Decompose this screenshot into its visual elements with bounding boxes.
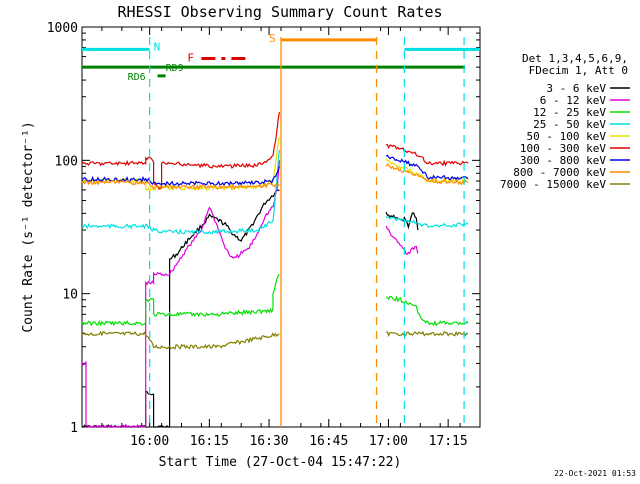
legend-entry-label: 300 - 800 keV [520, 154, 606, 167]
legend: Det 1,3,4,5,6,9,FDecim 1, Att 0 3 - 6 keV… [500, 52, 630, 191]
series-line-7000-15000-kev [81, 330, 280, 350]
footer-date: 22-Oct-2021 01:53 [554, 469, 636, 478]
legend-entry-label: 25 - 50 keV [533, 118, 606, 131]
legend-entry-label: 3 - 6 keV [546, 82, 606, 95]
legend-header-line: FDecim 1, Att 0 [529, 64, 628, 77]
y-tick-label: 1 [70, 421, 78, 436]
series-line-800-7000-kev [81, 180, 280, 191]
y-tick-label: 1000 [47, 21, 78, 36]
axes: 1 10 100 1000 16:00 16:15 16:30 16:45 17:00 17:15 [47, 21, 481, 449]
series-line-12-25-kev [81, 273, 280, 327]
y-tick-label: 100 [55, 154, 78, 169]
saa-label: S [269, 32, 276, 45]
series-line-6-12-kev [385, 225, 419, 256]
rd9-label: RD9 [166, 63, 184, 74]
legend-entry-label: 50 - 100 keV [527, 130, 607, 143]
series-line-800-7000-kev [385, 163, 469, 186]
y-axis-label: Count Rate (s⁻¹ detector⁻¹) [21, 121, 36, 332]
flare-label: F [187, 52, 194, 65]
x-tick-label: 16:30 [249, 434, 288, 449]
series-line-25-50-kev [81, 149, 280, 236]
chart-title: RHESSI Observing Summary Count Rates [117, 3, 442, 21]
legend-entry-label: 6 - 12 keV [540, 94, 607, 107]
series-line-100-300-kev [81, 112, 280, 190]
series-line-100-300-kev [385, 143, 469, 167]
legend-entry-label: 800 - 7000 keV [513, 166, 606, 179]
series-line-7000-15000-kev [386, 330, 469, 338]
series-line-3-6-kev [385, 211, 419, 231]
legend-header-line: Det 1,3,4,5,6,9, [522, 52, 628, 65]
series-line-300-800-kev [81, 166, 280, 187]
night-label: N [154, 40, 161, 53]
x-tick-label: 17:15 [429, 434, 468, 449]
legend-entry-label: 12 - 25 keV [533, 106, 606, 119]
x-tick-label: 17:00 [369, 434, 408, 449]
rd6-label: RD6 [128, 72, 146, 83]
series-line-50-100-kev [385, 158, 469, 184]
x-axis-label: Start Time (27-Oct-04 15:47:22) [159, 455, 402, 470]
series-line-6-12-kev [81, 160, 280, 428]
series-line-25-50-kev [385, 215, 469, 228]
legend-entry-label: 100 - 300 keV [520, 142, 606, 155]
y-tick-label: 10 [62, 288, 78, 303]
series-line-3-6-kev [82, 188, 280, 429]
series-lines [81, 112, 469, 429]
x-tick-label: 16:15 [190, 434, 229, 449]
series-line-300-800-kev [385, 154, 469, 181]
series-line-12-25-kev [386, 295, 469, 327]
legend-entry-label: 7000 - 15000 keV [500, 178, 606, 191]
x-tick-label: 16:00 [130, 434, 169, 449]
x-tick-label: 16:45 [309, 434, 348, 449]
